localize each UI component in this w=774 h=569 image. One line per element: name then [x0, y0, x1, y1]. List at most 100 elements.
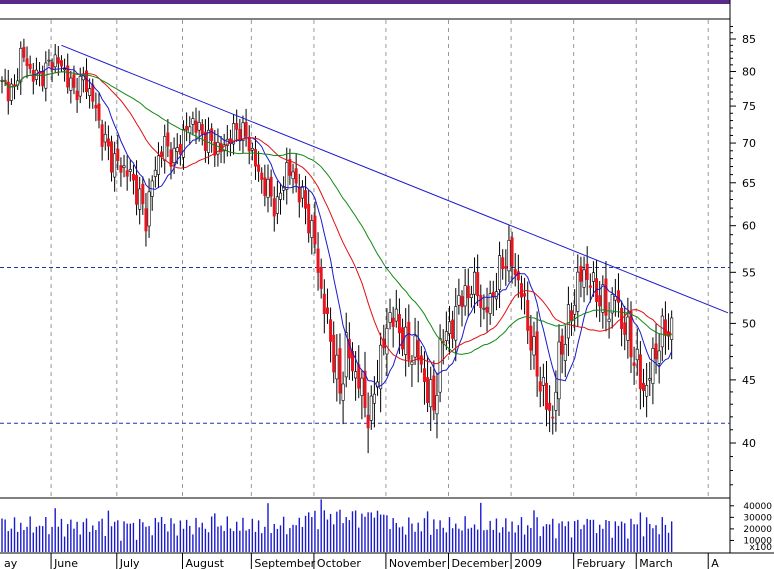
candle-body	[363, 370, 367, 408]
candle-body	[160, 151, 164, 157]
candle-body	[69, 77, 73, 91]
month-label: ay	[4, 557, 18, 569]
candle-body	[563, 343, 567, 361]
candle-body	[535, 331, 539, 377]
top-bar-border	[0, 0, 730, 4]
candle-body	[604, 278, 608, 316]
month-label: A	[711, 557, 719, 569]
candle-body	[200, 124, 204, 135]
candle-body	[125, 170, 129, 177]
candle-body	[576, 271, 580, 312]
candle-body	[275, 196, 279, 214]
candle-body	[138, 188, 142, 210]
candle-body	[645, 385, 649, 397]
volume-tick-label: 10000	[743, 536, 772, 546]
candle-body	[41, 71, 45, 87]
candle-body	[213, 141, 217, 156]
candle-body	[466, 285, 470, 299]
candle-body	[272, 198, 276, 217]
candle-body	[116, 148, 120, 162]
candle-body	[419, 355, 423, 365]
candle-body	[629, 311, 633, 358]
candle-body	[435, 395, 439, 415]
candle-body	[131, 173, 135, 181]
price-tick-label: 60	[742, 220, 756, 233]
candle-body	[388, 312, 392, 323]
candle-body	[519, 283, 523, 298]
candle-body	[207, 129, 211, 153]
candle-body	[354, 371, 358, 379]
candle-body	[100, 124, 104, 147]
candle-body	[210, 128, 214, 142]
candle-body	[332, 334, 336, 373]
candle-body	[250, 148, 254, 151]
candle-body	[13, 84, 17, 87]
candle-body	[185, 125, 189, 131]
candle-body	[591, 272, 595, 282]
candle-body	[128, 169, 132, 172]
candle-body	[570, 310, 574, 321]
candle-body	[59, 60, 63, 67]
candle-body	[654, 343, 658, 360]
candle-body	[169, 149, 173, 167]
candle-body	[642, 382, 646, 391]
candle-body	[566, 304, 570, 339]
candle-body	[544, 382, 548, 410]
candle-body	[175, 147, 179, 152]
price-tick-label: 45	[742, 374, 756, 387]
candle-body	[510, 237, 514, 267]
candle-body	[319, 267, 323, 289]
candle-body	[632, 362, 636, 366]
candle-body	[626, 316, 630, 341]
candle-body	[479, 295, 483, 308]
month-label: July	[119, 557, 140, 569]
candle-body	[113, 153, 117, 178]
moving-averages	[1, 66, 673, 388]
candle-body	[404, 326, 408, 355]
candle-body	[269, 176, 273, 197]
candle-body	[147, 191, 151, 227]
candle-body	[451, 319, 455, 339]
candle-body	[172, 147, 176, 163]
candle-body	[53, 54, 57, 68]
price-tick-label: 75	[742, 100, 756, 113]
candle-body	[488, 293, 492, 314]
volume-tick-label: 30000	[743, 513, 772, 523]
price-axis-ticks: 40 45 50 55 60 65 70 75 80 85	[730, 26, 756, 486]
volume-tick-label: 40000	[743, 502, 772, 512]
candle-body	[532, 336, 536, 356]
month-label: August	[186, 557, 225, 569]
candle-body	[88, 88, 92, 96]
candle-body	[360, 377, 364, 396]
candle-body	[28, 63, 32, 70]
candle-body	[366, 414, 370, 429]
candle-body	[426, 377, 430, 403]
candle-body	[476, 272, 480, 297]
candle-body	[257, 164, 261, 172]
candle-body	[285, 162, 289, 190]
candle-body	[341, 383, 345, 401]
candle-body	[463, 285, 467, 307]
candle-body	[153, 169, 157, 177]
candle-body	[329, 319, 333, 342]
candle-body	[507, 239, 511, 272]
candle-body	[119, 165, 123, 173]
month-label: March	[639, 557, 673, 569]
candle-body	[338, 348, 342, 394]
month-label: September	[254, 557, 315, 569]
candle-body	[6, 81, 10, 102]
candle-body	[491, 291, 495, 298]
candle-body	[253, 149, 257, 167]
candle-body	[103, 133, 107, 143]
candle-body	[260, 172, 264, 180]
candle-body	[163, 136, 167, 161]
candle-body	[122, 165, 126, 168]
candle-body	[498, 255, 502, 290]
candle-body	[191, 118, 195, 125]
candle-body	[613, 296, 617, 301]
candle-body	[469, 293, 473, 298]
moving-average-long	[1, 71, 672, 355]
candle-body	[391, 317, 395, 327]
candle-body	[188, 126, 192, 134]
